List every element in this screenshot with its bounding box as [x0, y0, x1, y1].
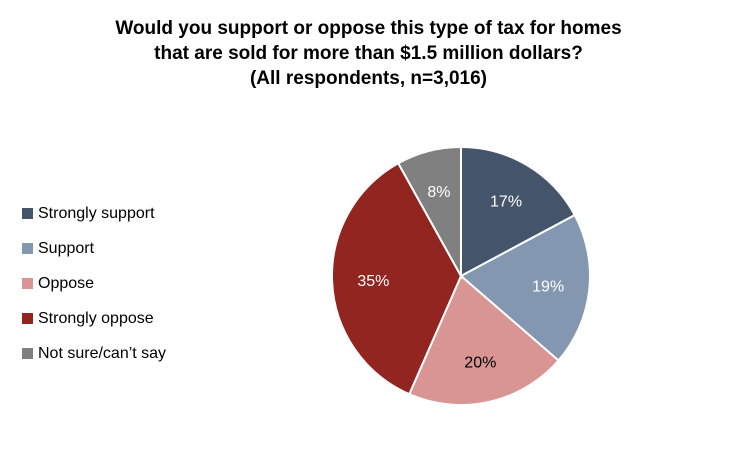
data-label: 20%	[464, 355, 496, 372]
chart-title-line: Would you support or oppose this type of…	[115, 18, 622, 39]
legend: Strongly support Support Oppose Strongly op…	[22, 196, 166, 371]
legend-item: Oppose	[22, 266, 166, 301]
legend-swatch	[22, 243, 33, 254]
legend-item: Strongly support	[22, 196, 166, 231]
legend-label: Strongly support	[38, 204, 155, 222]
pie-slice	[331, 161, 463, 396]
pie-slice	[396, 145, 462, 280]
data-label: 19%	[532, 279, 564, 296]
pie-slice	[460, 145, 577, 278]
chart-title-line: (All respondents, n=3,016)	[249, 68, 488, 89]
pie-slice	[407, 274, 560, 406]
legend-swatch	[22, 313, 33, 324]
legend-swatch	[22, 348, 33, 359]
legend-label: Oppose	[38, 274, 95, 292]
pie-slice	[459, 213, 591, 362]
chart-title: Would you support or oppose this type of…	[0, 16, 737, 91]
legend-label: Not sure/can’t say	[38, 344, 167, 362]
legend-label: Support	[38, 239, 95, 257]
data-label: 17%	[490, 194, 522, 211]
data-label: 8%	[427, 184, 450, 201]
legend-label: Strongly oppose	[38, 309, 154, 327]
legend-item: Support	[22, 231, 166, 266]
legend-item: Not sure/can’t say	[22, 336, 166, 371]
legend-item: Strongly oppose	[22, 301, 166, 336]
legend-swatch	[22, 208, 33, 219]
data-label: 35%	[357, 273, 389, 290]
chart-title-line: that are sold for more than $1.5 million…	[154, 43, 583, 64]
legend-swatch	[22, 278, 33, 289]
